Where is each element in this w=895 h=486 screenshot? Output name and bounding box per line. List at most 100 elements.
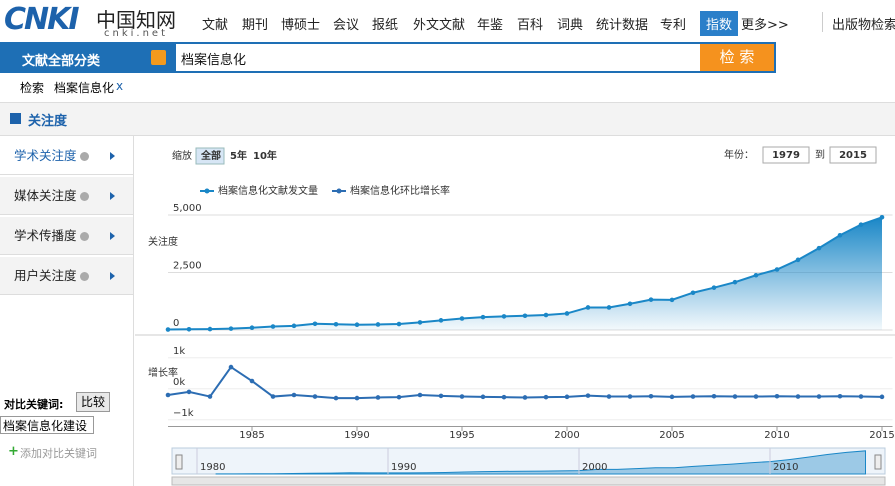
nav-link[interactable]: 年鉴 xyxy=(477,18,504,33)
range-end-box[interactable] xyxy=(829,146,877,164)
logo-cn: 中国知网 xyxy=(96,8,176,32)
compare-button[interactable]: 比较 xyxy=(76,392,110,412)
point xyxy=(648,297,654,302)
zoom-option[interactable]: 5年 xyxy=(230,149,247,162)
point xyxy=(396,321,402,327)
nav-link[interactable]: 百科 xyxy=(517,18,544,33)
legend-label[interactable]: 档案信息化环比增长率 xyxy=(350,184,450,197)
point xyxy=(774,267,780,272)
y2-tick-label: 1k xyxy=(173,346,185,357)
zoom-option[interactable]: 10年 xyxy=(253,149,277,162)
compare-input[interactable]: 档案信息化建设 xyxy=(0,416,94,434)
point xyxy=(669,394,675,400)
side-item[interactable]: 学术关注度 xyxy=(0,137,133,175)
nav-link[interactable]: 会议 xyxy=(333,18,360,33)
point xyxy=(291,392,297,398)
handle-right[interactable] xyxy=(874,454,882,470)
arrow xyxy=(110,152,115,160)
point xyxy=(438,318,444,323)
point xyxy=(438,393,444,399)
nav-link[interactable]: 词典 xyxy=(557,18,584,33)
legend-dot xyxy=(336,188,342,194)
point xyxy=(522,313,528,319)
point xyxy=(165,392,171,398)
side-item[interactable]: 媒体关注度 xyxy=(0,177,133,215)
point xyxy=(732,279,738,285)
point xyxy=(690,290,696,296)
section-header xyxy=(0,102,895,136)
point xyxy=(669,297,675,303)
side-item[interactable]: 用户关注度 xyxy=(0,257,133,295)
nav-link[interactable]: 外文文献 xyxy=(413,18,466,33)
scrollbar[interactable] xyxy=(171,476,886,486)
zoom-active xyxy=(195,147,225,165)
point xyxy=(312,321,318,327)
nav-link[interactable]: 文献 xyxy=(202,18,229,33)
nav-link[interactable]: 专利 xyxy=(660,18,687,33)
nav-link[interactable]: 出版物检索 xyxy=(832,18,895,33)
zoom-option[interactable]: 全部 xyxy=(200,149,221,162)
point xyxy=(543,312,549,318)
point xyxy=(627,394,633,399)
point xyxy=(354,322,360,328)
point xyxy=(228,364,234,370)
point xyxy=(228,326,234,331)
point xyxy=(564,311,570,316)
point xyxy=(375,395,381,400)
point xyxy=(585,305,591,310)
point xyxy=(606,394,612,399)
x-tick-label: 2010 xyxy=(764,430,789,441)
point xyxy=(333,321,339,327)
nav-link[interactable]: 统计数据 xyxy=(596,18,649,33)
point xyxy=(648,393,654,399)
nav-link[interactable]: 更多>> xyxy=(741,18,789,33)
nav-link[interactable]: 博硕士 xyxy=(281,18,321,33)
y-tick-label: 5,000 xyxy=(173,203,202,214)
search-button[interactable]: 检 索 xyxy=(700,44,774,71)
breadcrumb-root[interactable]: 检索 xyxy=(20,81,45,95)
help-icon xyxy=(79,232,89,241)
point xyxy=(606,305,612,310)
x-tick-label: 2000 xyxy=(554,430,579,441)
nav-link[interactable]: 指数 xyxy=(700,11,739,36)
legend-label[interactable]: 档案信息化文献发文量 xyxy=(218,184,318,197)
nav-link[interactable]: 期刊 xyxy=(242,18,269,33)
range-end: 2015 xyxy=(839,150,867,161)
area xyxy=(168,217,882,330)
side-label: 媒体关注度 xyxy=(14,188,77,203)
point xyxy=(879,215,885,220)
y2-axis-label: 增长率 xyxy=(148,366,178,379)
point xyxy=(753,272,759,278)
divider xyxy=(822,12,823,32)
point xyxy=(837,232,843,238)
point xyxy=(816,394,822,399)
x-tick-label: 1995 xyxy=(449,430,474,441)
logo-site: cnki.net xyxy=(104,28,168,39)
y-tick-label: 0 xyxy=(173,318,179,329)
point xyxy=(585,393,591,398)
search-input[interactable] xyxy=(176,44,700,71)
breadcrumb-close[interactable]: x xyxy=(116,79,124,93)
range-from-box[interactable] xyxy=(762,146,810,164)
y-tick-label: 2,500 xyxy=(173,261,202,272)
add-icon: + xyxy=(8,444,19,459)
point xyxy=(501,314,507,319)
category-select[interactable]: 文献全部分类 xyxy=(22,54,101,69)
nav-link[interactable]: 报纸 xyxy=(372,18,399,33)
point xyxy=(564,394,570,400)
point xyxy=(816,245,822,251)
add-link[interactable]: 添加对比关键词 xyxy=(20,447,97,460)
query-text: 档案信息化 xyxy=(181,53,247,68)
point xyxy=(165,327,171,332)
point xyxy=(858,394,864,399)
dropdown-icon[interactable] xyxy=(151,50,166,65)
side-item[interactable]: 学术传播度 xyxy=(0,217,133,255)
arrow xyxy=(110,272,115,280)
handle-left[interactable] xyxy=(175,454,183,470)
point xyxy=(417,320,423,325)
point xyxy=(186,327,192,332)
y2-tick-label: −1k xyxy=(173,408,194,419)
point xyxy=(879,394,885,400)
